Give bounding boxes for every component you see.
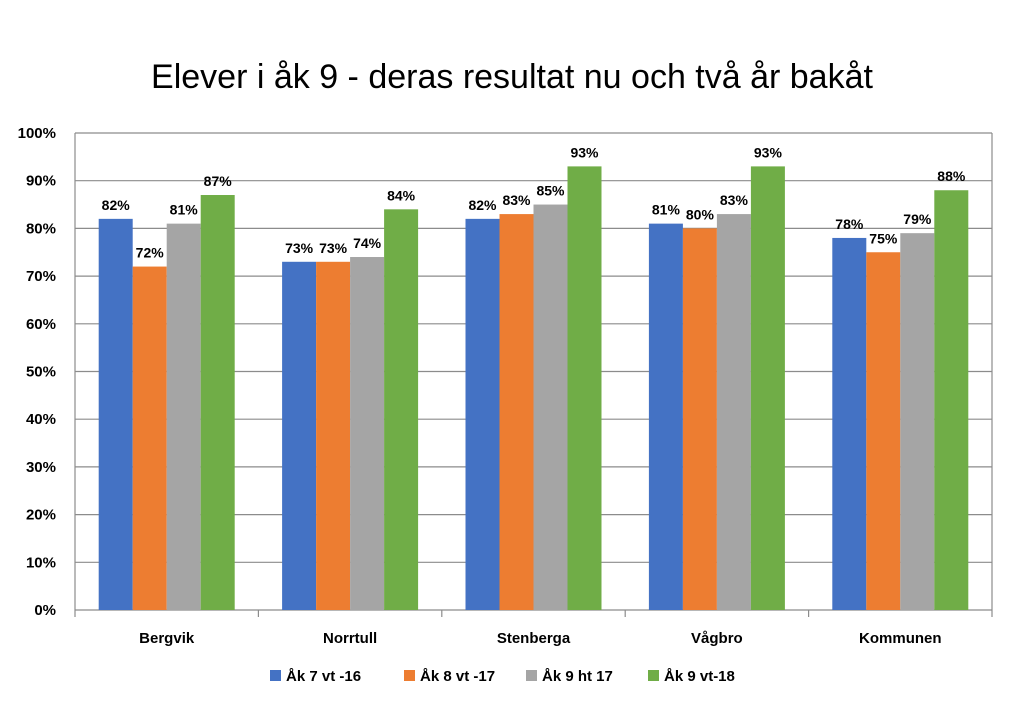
bar (648, 223, 683, 610)
bar (132, 266, 167, 610)
data-label: 78% (835, 216, 864, 232)
data-label: 73% (285, 240, 314, 256)
bar (567, 166, 602, 610)
bar (682, 228, 717, 610)
bar (900, 233, 935, 611)
legend-label: Åk 9 vt-18 (664, 668, 735, 685)
bar (98, 218, 133, 611)
x-category-label: Kommunen (859, 630, 942, 647)
bar (316, 261, 351, 610)
x-category-label: Norrtull (323, 630, 377, 647)
legend-label: Åk 8 vt -17 (420, 668, 495, 685)
data-label: 73% (319, 240, 348, 256)
legend-swatch (270, 670, 281, 681)
y-tick-label: 30% (26, 459, 56, 476)
legend-swatch (526, 670, 537, 681)
bar (934, 190, 969, 611)
data-label: 93% (754, 144, 783, 160)
data-label: 81% (652, 202, 681, 218)
bar (465, 218, 500, 611)
bar (350, 257, 385, 610)
legend-swatch (404, 670, 415, 681)
data-label: 93% (570, 144, 599, 160)
data-label: 87% (204, 173, 233, 189)
chart-title: Elever i åk 9 - deras resultat nu och tv… (151, 58, 873, 96)
bar (499, 214, 534, 610)
data-label: 84% (387, 187, 416, 203)
data-label: 83% (720, 192, 749, 208)
data-label: 82% (468, 197, 497, 213)
data-label: 80% (686, 206, 715, 222)
data-labels: 82% 73% 82% 81% 78% 72% 73% 83% 80% 75% 81% 74% 85% 8… (102, 144, 966, 260)
x-category-label: Stenberga (497, 630, 571, 647)
data-label: 79% (903, 211, 932, 227)
y-tick-label: 60% (26, 316, 56, 333)
data-label: 88% (937, 168, 966, 184)
legend-label: Åk 9 ht 17 (542, 668, 613, 685)
data-label: 75% (869, 230, 898, 246)
y-tick-label: 20% (26, 507, 56, 524)
x-category-label: Vågbro (691, 630, 743, 647)
bar (832, 237, 867, 610)
bar (750, 166, 785, 610)
data-label: 81% (170, 202, 199, 218)
y-tick-label: 70% (26, 268, 56, 285)
legend: Åk 7 vt -16 Åk 8 vt -17 Åk 9 ht 17 Åk 9 vt-… (270, 668, 735, 685)
data-label: 74% (353, 235, 382, 251)
bar (866, 252, 901, 610)
y-tick-label: 10% (26, 554, 56, 571)
x-category-label: Bergvik (139, 630, 195, 647)
bar (716, 214, 751, 610)
bar (533, 204, 568, 611)
y-tick-label: 80% (26, 220, 56, 237)
legend-swatch (648, 670, 659, 681)
y-tick-label: 0% (34, 602, 56, 619)
data-label: 83% (502, 192, 531, 208)
bar (282, 261, 317, 610)
y-tick-label: 100% (18, 125, 56, 142)
bar (166, 223, 201, 610)
data-label: 82% (102, 197, 131, 213)
bar (200, 195, 235, 610)
y-tick-label: 50% (26, 364, 56, 381)
data-label: 85% (536, 183, 565, 199)
legend-label: Åk 7 vt -16 (286, 668, 361, 685)
y-tick-label: 90% (26, 173, 56, 190)
bar (384, 209, 419, 610)
data-label: 72% (136, 245, 165, 261)
bars (98, 166, 969, 611)
y-tick-label: 40% (26, 411, 56, 428)
